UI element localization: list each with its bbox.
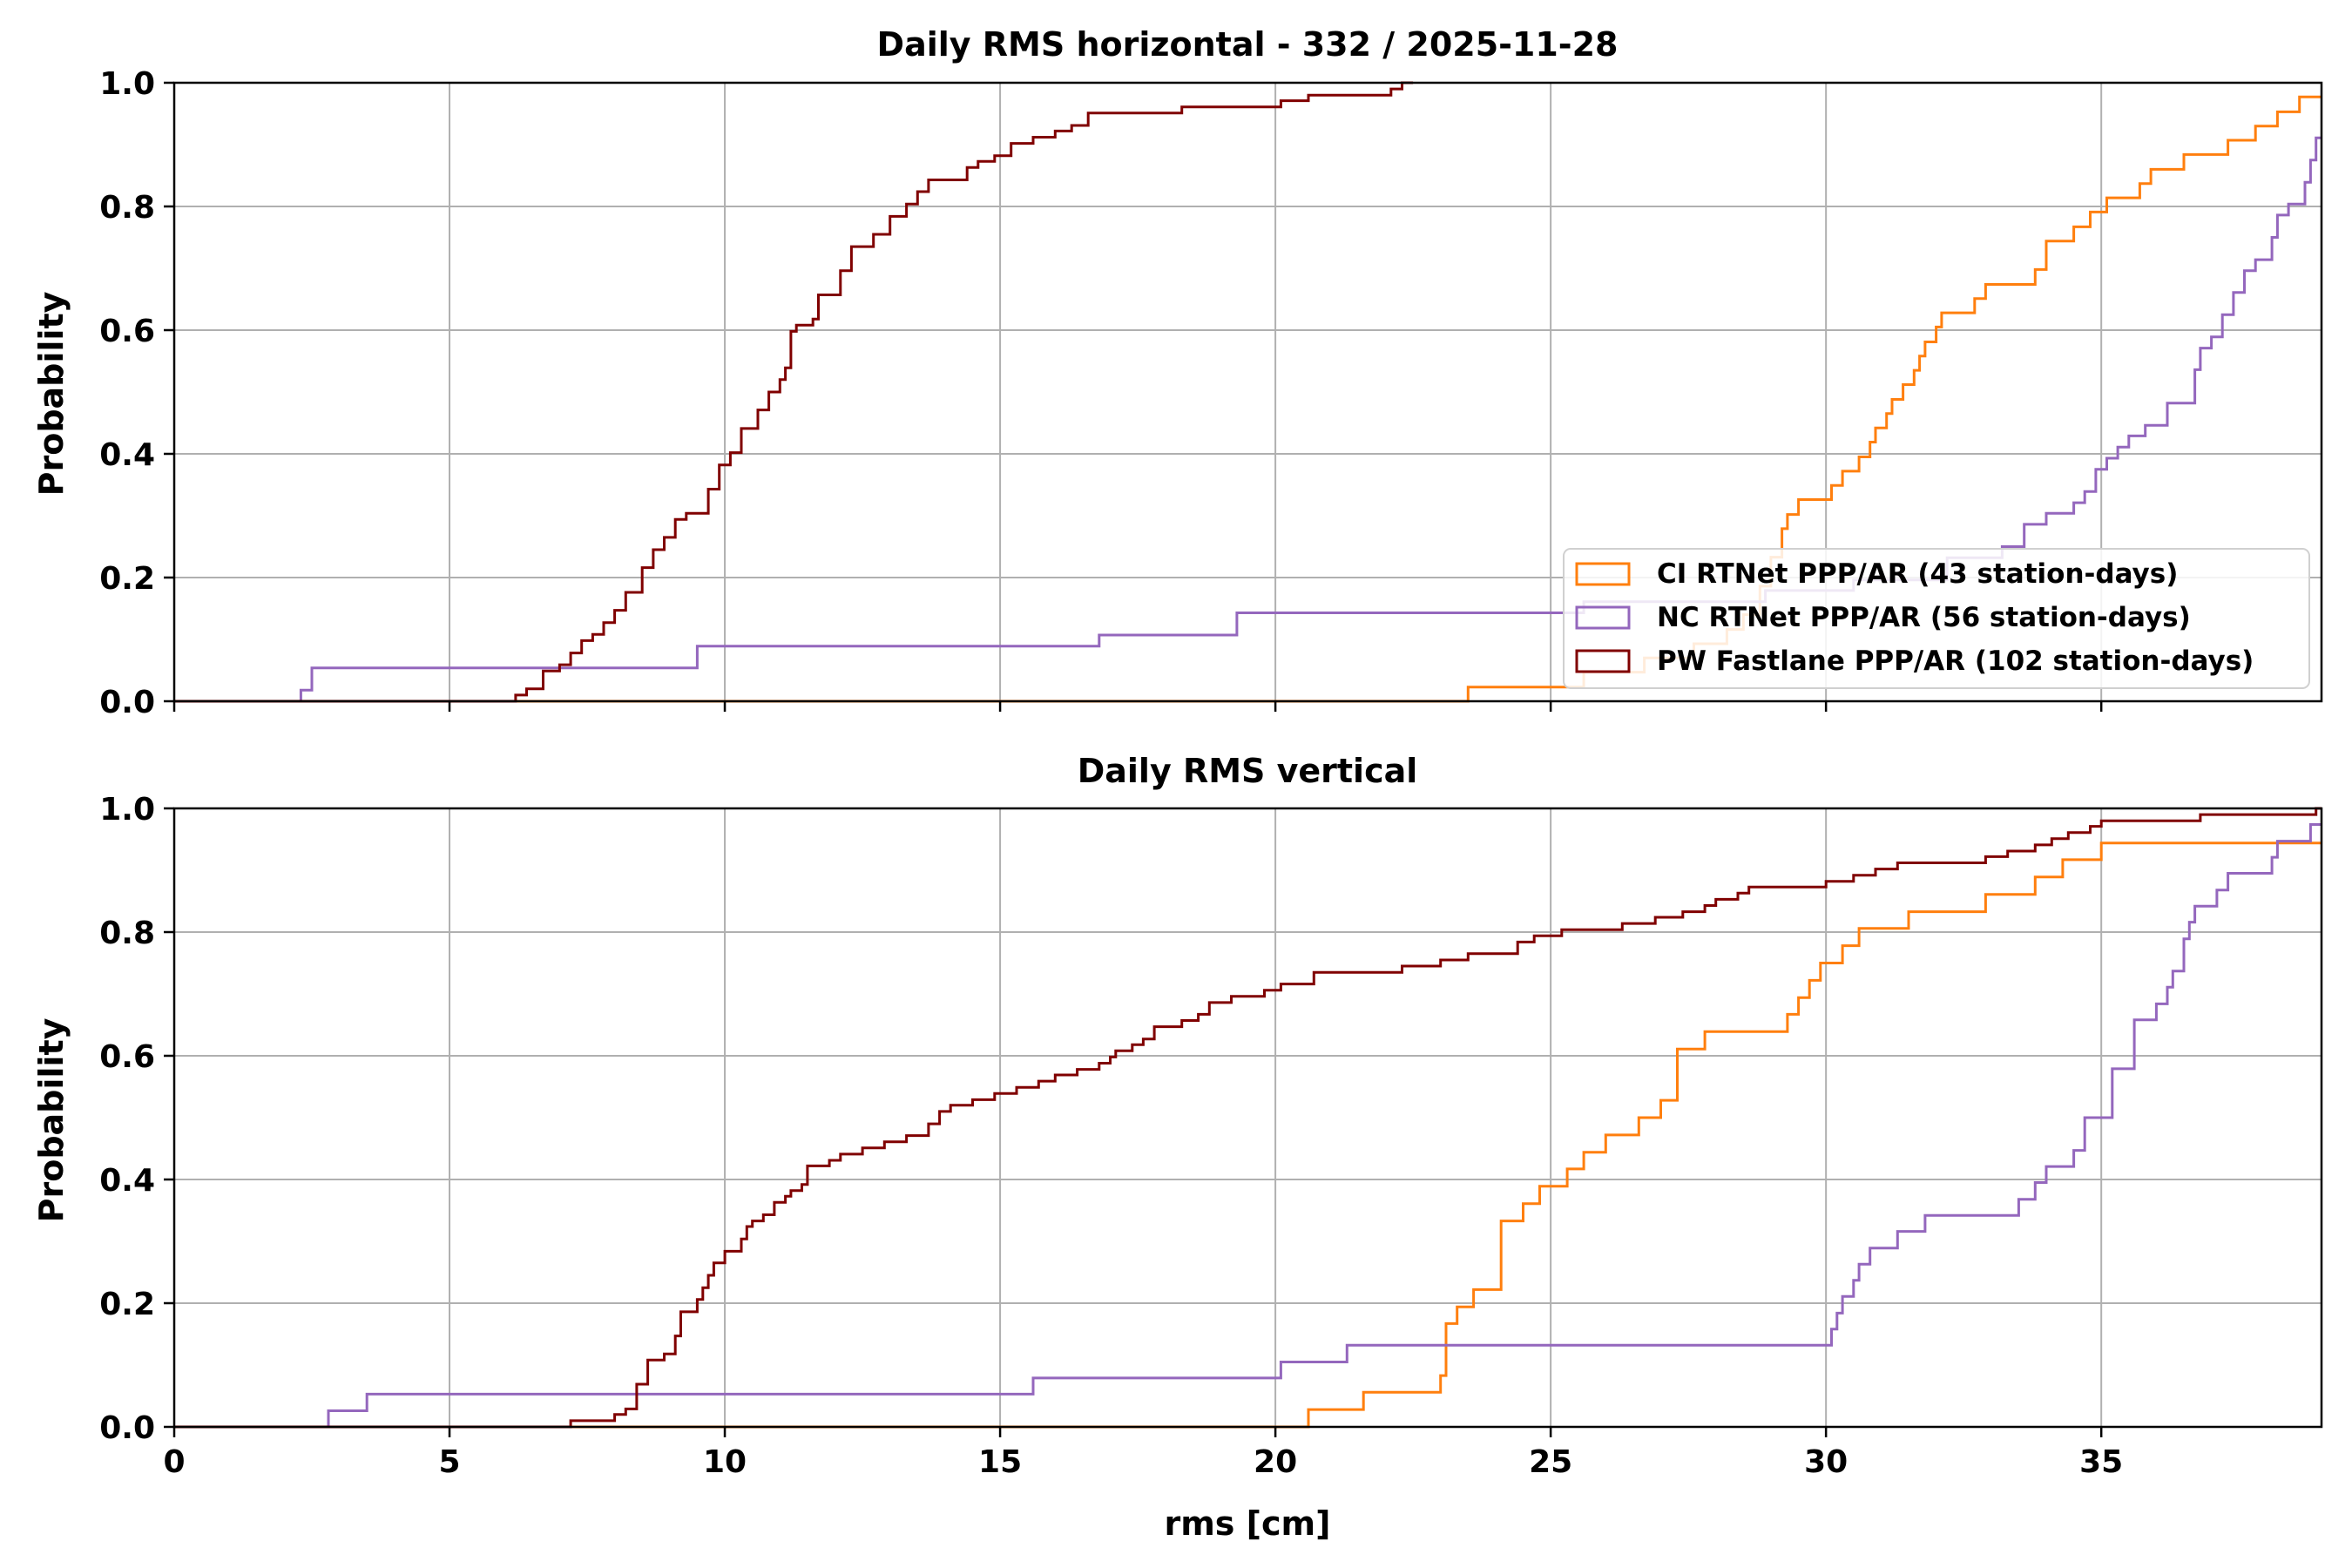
y-tick-label-vertical-0.6: 0.6	[99, 1039, 155, 1075]
axes-frame-vertical	[172, 807, 2323, 1429]
legend-frame	[1563, 548, 2310, 689]
legend-swatch-pw	[1575, 649, 1631, 673]
y-tick-label-vertical-0.2: 0.2	[99, 1287, 155, 1322]
legend-entry-pw: PW Fastlane PPP/AR (102 station-days)	[1657, 645, 2254, 677]
series-line-pw-horizontal	[174, 81, 1414, 703]
chart-title-vertical: Daily RMS vertical	[1078, 752, 1418, 790]
y-tick-label-horizontal-0.2: 0.2	[99, 561, 155, 597]
x-tick-label-10: 10	[703, 1444, 747, 1480]
y-axis-label-vertical: Probability	[32, 1017, 71, 1222]
series-line-ci-vertical	[174, 841, 2322, 1429]
x-tick-label-20: 20	[1254, 1444, 1297, 1480]
x-tick-label-5: 5	[438, 1444, 460, 1480]
panel-horizontal: Daily RMS horizontal - 332 / 2025-11-28 …	[32, 25, 2323, 720]
y-tick-label-vertical-0.0: 0.0	[99, 1410, 155, 1446]
series-line-nc-vertical	[174, 823, 2322, 1429]
legend-entry-ci: CI RTNet PPP/AR (43 station-days)	[1657, 558, 2178, 590]
y-axis-label-horizontal: Probability	[32, 291, 71, 496]
chart-title-horizontal: Daily RMS horizontal - 332 / 2025-11-28	[877, 25, 1619, 64]
y-tick-label-horizontal-1.0: 1.0	[99, 66, 155, 102]
x-tick-label-25: 25	[1529, 1444, 1572, 1480]
legend-entry-nc: NC RTNet PPP/AR (56 station-days)	[1657, 602, 2191, 633]
x-tick-label-15: 15	[978, 1444, 1022, 1480]
y-tick-label-horizontal-0.6: 0.6	[99, 314, 155, 349]
y-tick-label-horizontal-0.8: 0.8	[99, 190, 155, 226]
axes-frame-horizontal	[172, 81, 2323, 703]
legend-swatch-ci	[1575, 562, 1631, 586]
legend-swatch-nc	[1575, 605, 1631, 630]
x-tick-label-30: 30	[1804, 1444, 1848, 1480]
x-axis-label: rms [cm]	[1164, 1504, 1330, 1543]
y-tick-label-vertical-0.8: 0.8	[99, 916, 155, 951]
y-tick-label-vertical-0.4: 0.4	[99, 1163, 155, 1199]
y-tick-label-horizontal-0.4: 0.4	[99, 437, 155, 473]
y-tick-label-horizontal-0.0: 0.0	[99, 685, 155, 720]
y-tick-label-vertical-1.0: 1.0	[99, 792, 155, 828]
series-line-pw-vertical	[174, 807, 2322, 1429]
legend: CI RTNet PPP/AR (43 station-days) NC RTN…	[1563, 548, 2310, 689]
x-tick-label-35: 35	[2079, 1444, 2123, 1480]
x-tick-label-0: 0	[163, 1444, 185, 1480]
panel-vertical: Daily RMS vertical Probability 0 5 10 15 20 2…	[32, 752, 2323, 1480]
